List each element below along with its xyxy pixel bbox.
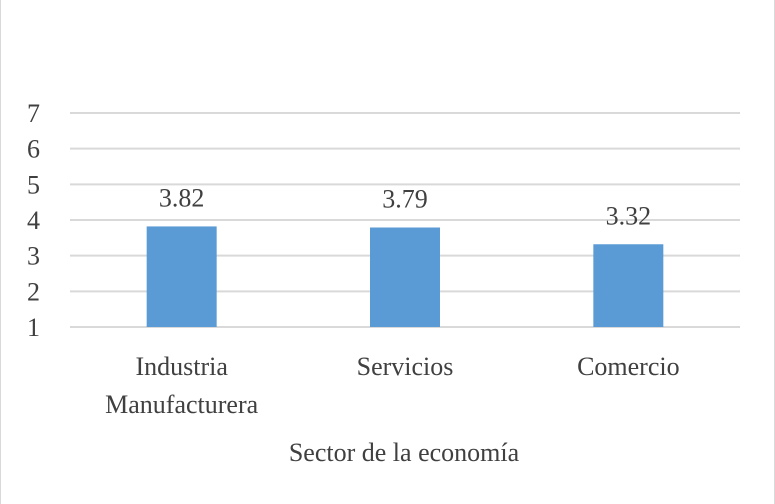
bar-2 <box>593 244 664 327</box>
category-label: Industria <box>135 352 228 381</box>
data-label: 3.82 <box>159 183 205 212</box>
y-tick-label: 7 <box>27 99 40 128</box>
y-tick-label: 3 <box>27 242 40 271</box>
y-axis-ticks: 1 2 3 4 5 6 7 <box>27 99 40 342</box>
data-labels: 3.82 3.79 3.32 <box>159 183 651 230</box>
y-tick-label: 4 <box>27 206 40 235</box>
category-label: Servicios <box>357 352 454 381</box>
data-label: 3.79 <box>382 184 428 213</box>
y-tick-label: 2 <box>27 277 40 306</box>
y-tick-label: 6 <box>27 135 40 164</box>
x-axis-categories: Industria Manufacturera Servicios Comercio <box>105 352 679 419</box>
bar-0 <box>146 226 217 327</box>
chart-frame-left <box>0 0 1 504</box>
category-label: Comercio <box>577 352 680 381</box>
x-axis-title: Sector de la economía <box>289 438 520 467</box>
category-label: Manufacturera <box>105 390 258 419</box>
data-label: 3.32 <box>606 201 652 230</box>
y-tick-label: 5 <box>27 170 40 199</box>
bars <box>146 226 664 327</box>
bar-1 <box>370 227 440 327</box>
y-tick-label: 1 <box>27 313 40 342</box>
